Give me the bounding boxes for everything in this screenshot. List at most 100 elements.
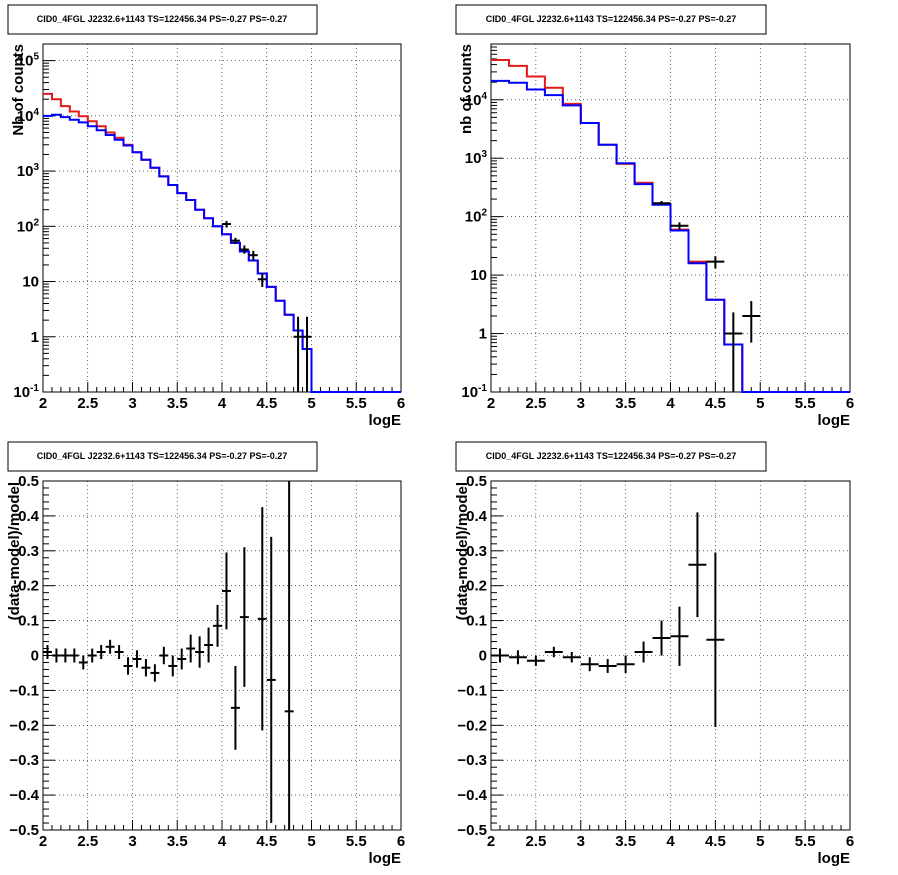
y-tick-label: 1: [31, 329, 39, 346]
data-point: [43, 645, 52, 659]
x-tick-label: 3: [128, 395, 136, 412]
y-tick-label: 104: [17, 107, 40, 125]
data-point: [159, 646, 169, 665]
y-tick-label: 0.3: [18, 543, 39, 560]
data-point: [706, 256, 725, 269]
y-tick-label: 0.5: [466, 473, 487, 490]
x-tick-label: 6: [397, 833, 405, 850]
data-point: [302, 316, 312, 392]
y-tick-label: 10-1: [461, 383, 487, 401]
data-point: [670, 222, 689, 230]
pad-residual-right: CID0_4FGL J2232.6+1143 TS=122456.34 PS=-…: [454, 441, 854, 867]
data-point: [670, 606, 689, 666]
data-point: [204, 627, 214, 663]
data-point: [87, 648, 97, 663]
data-point: [222, 220, 231, 228]
x-tick-label: 3: [577, 395, 585, 412]
data-point: [150, 664, 160, 682]
x-tick-label: 5.5: [346, 833, 367, 850]
x-tick-label: 6: [846, 833, 854, 850]
plot-frame: [490, 480, 851, 831]
y-tick-label: 103: [465, 149, 488, 167]
data-point: [293, 316, 303, 392]
y-tick-label: 10-1: [13, 383, 39, 401]
x-tick-label: 2: [487, 833, 495, 850]
x-tick-label: 4.5: [705, 395, 726, 412]
x-tick-label: 2.5: [77, 395, 98, 412]
x-axis-label: logE: [818, 850, 851, 867]
data-point: [60, 648, 70, 663]
y-tick-label: 102: [465, 208, 488, 226]
y-axis-label: (data-model)/model: [454, 482, 471, 620]
data-point: [186, 634, 196, 663]
x-tick-label: 3.5: [167, 833, 188, 850]
y-tick-label: 0.2: [466, 578, 487, 595]
plot-frame: [42, 43, 402, 393]
y-tick-label: 103: [17, 162, 40, 180]
data-point: [141, 658, 151, 677]
data-point: [96, 645, 106, 659]
data-point: [544, 646, 563, 658]
y-tick-label: −0.5: [457, 822, 487, 839]
x-tick-label: 4.5: [705, 833, 726, 850]
data-point: [652, 620, 671, 656]
data-point: [105, 639, 115, 654]
data-point: [706, 552, 725, 728]
y-tick-label: −0.3: [457, 752, 487, 769]
data-point: [168, 655, 178, 677]
y-tick-label: 0.3: [466, 543, 487, 560]
y-tick-label: 105: [17, 52, 40, 70]
data-point: [284, 481, 294, 830]
title-box: [455, 4, 767, 35]
x-tick-label: 2: [39, 395, 47, 412]
chart-title: CID0_4FGL J2232.6+1143 TS=122456.34 PS=-…: [37, 14, 288, 24]
pad-residual-left: CID0_4FGL J2232.6+1143 TS=122456.34 PS=-…: [6, 441, 405, 867]
data-point: [213, 604, 222, 647]
x-tick-label: 4.5: [256, 833, 277, 850]
y-tick-label: −0.4: [9, 787, 39, 804]
data-point: [222, 552, 231, 630]
y-tick-label: −0.1: [9, 682, 39, 699]
data-point: [562, 652, 581, 663]
chart-title: CID0_4FGL J2232.6+1143 TS=122456.34 PS=-…: [486, 451, 737, 461]
data-point: [742, 301, 761, 343]
x-tick-label: 4: [666, 833, 675, 850]
x-axis-label: logE: [369, 412, 402, 429]
data-point: [132, 650, 142, 668]
data-point: [508, 650, 527, 665]
x-tick-label: 4: [218, 833, 227, 850]
x-tick-label: 3: [577, 833, 585, 850]
data-point: [177, 648, 187, 670]
x-tick-label: 6: [846, 395, 854, 412]
y-axis-label: (data-model)/model: [6, 482, 23, 620]
data-point: [248, 250, 258, 260]
y-tick-label: 10: [22, 274, 39, 291]
y-tick-label: 102: [17, 217, 40, 235]
data-point: [598, 658, 617, 673]
x-tick-label: 4: [218, 395, 227, 412]
x-axis-label: logE: [369, 850, 402, 867]
chart-title: CID0_4FGL J2232.6+1143 TS=122456.34 PS=-…: [486, 14, 737, 24]
data-point: [239, 547, 249, 687]
x-tick-label: 5.5: [795, 833, 816, 850]
data-point: [688, 512, 707, 618]
y-tick-label: 104: [465, 91, 488, 109]
histogram-line: [491, 79, 850, 393]
x-tick-label: 3: [128, 833, 136, 850]
data-point: [724, 312, 743, 392]
x-tick-label: 4: [666, 395, 675, 412]
y-tick-label: −0.2: [457, 717, 487, 734]
data-point: [526, 655, 545, 666]
title-box: [455, 441, 767, 472]
data-point: [634, 641, 653, 663]
data-point: [123, 657, 133, 675]
data-point: [616, 655, 635, 673]
data-point: [230, 237, 240, 244]
data-point: [257, 507, 267, 731]
pad-counts-left: CID0_4FGL J2232.6+1143 TS=122456.34 PS=-…: [7, 4, 405, 429]
x-tick-label: 4.5: [256, 395, 277, 412]
y-axis-label: Nb of counts: [10, 44, 27, 136]
y-tick-label: 10: [470, 267, 487, 284]
y-tick-label: 0: [479, 648, 487, 665]
y-tick-label: −0.3: [9, 752, 39, 769]
